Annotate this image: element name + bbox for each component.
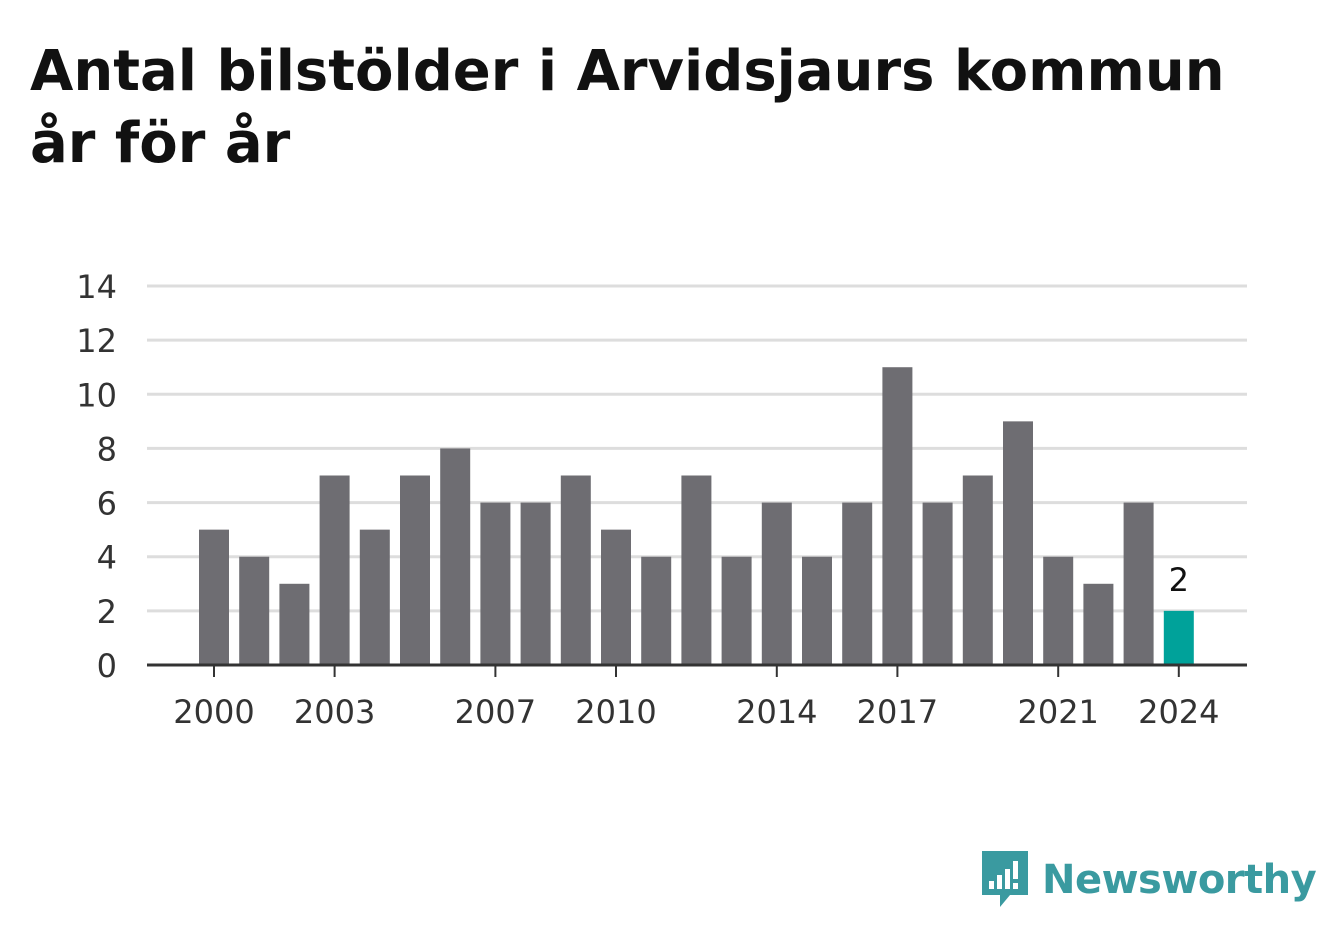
x-tick-label: 2010 — [575, 693, 656, 731]
bar — [239, 556, 270, 665]
y-tick-label: 12 — [76, 322, 117, 360]
bar — [319, 475, 350, 665]
y-tick-label: 10 — [76, 376, 117, 414]
y-tick-label: 0 — [97, 647, 117, 685]
bar — [962, 475, 993, 665]
bar — [761, 502, 792, 665]
y-tick-label: 4 — [97, 539, 117, 577]
bar — [480, 502, 511, 665]
bar — [359, 529, 390, 665]
bar — [1123, 502, 1154, 665]
x-tick-label: 2007 — [455, 693, 536, 731]
x-tick-label: 2014 — [736, 693, 817, 731]
chart-title: Antal bilstölder i Arvidsjaurs kommun år… — [30, 39, 1225, 176]
bar-chart-speech-bubble-icon — [982, 851, 1028, 907]
x-axis: 2000 2003 2007 2010 2014 2017 2021 2024 — [147, 663, 1247, 731]
y-tick-label: 8 — [97, 430, 117, 468]
x-tick-label: 2017 — [857, 693, 938, 731]
bar — [560, 475, 591, 665]
bar-highlight — [1163, 610, 1194, 665]
y-tick-label: 14 — [76, 268, 117, 306]
bar — [279, 583, 310, 665]
bar — [922, 502, 953, 665]
bar — [802, 556, 832, 665]
bar — [1083, 583, 1114, 665]
x-tick-label: 2021 — [1017, 693, 1098, 731]
bar — [1003, 421, 1033, 665]
bar — [641, 556, 672, 665]
bar — [601, 529, 631, 665]
bar — [842, 502, 873, 665]
y-tick-label: 2 — [97, 593, 117, 631]
data-label: 2 — [1169, 561, 1189, 599]
brand-name: Newsworthy — [1042, 857, 1317, 903]
x-tick-label: 2000 — [173, 693, 254, 731]
bar — [520, 502, 551, 665]
brand-logo: Newsworthy — [980, 848, 1317, 912]
bar — [681, 475, 712, 665]
bar — [882, 367, 913, 665]
bar — [199, 529, 229, 665]
bars — [199, 367, 1194, 665]
data-labels: 2 — [1169, 561, 1189, 599]
x-tick-label: 2024 — [1138, 693, 1219, 731]
bar-chart: 2000 2003 2007 2010 2014 2017 2021 2024 0 2 4 6 8 10… — [76, 268, 1247, 731]
bar — [400, 475, 430, 665]
y-axis: 0 2 4 6 8 10 12 14 — [76, 268, 117, 685]
x-tick-label: 2003 — [294, 693, 375, 731]
bar — [1043, 556, 1074, 665]
bar — [721, 556, 752, 665]
bar — [440, 448, 471, 665]
y-tick-label: 6 — [97, 485, 117, 523]
